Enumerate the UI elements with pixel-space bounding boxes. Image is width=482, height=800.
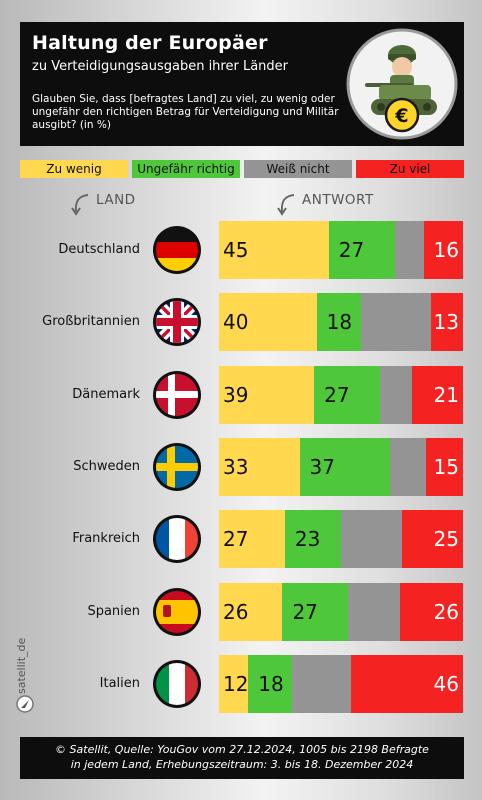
header-box: Haltung der Europäer zu Verteidigungsaus… (20, 22, 464, 146)
data-label: 26 (223, 599, 249, 624)
data-label: 45 (223, 238, 249, 262)
country-label-dnemark: Dänemark (72, 386, 140, 402)
bar-segment-wei-nicht (380, 365, 412, 424)
column-head-antwort-label: ANTWORT (302, 192, 374, 208)
bar-segment-zu-wenig: 45 (219, 221, 329, 279)
bar-segment-zu-viel: 46 (350, 654, 463, 713)
bar-segment-zu-viel: 26 (399, 582, 463, 641)
data-label: 40 (223, 310, 249, 335)
data-label: 27 (338, 238, 365, 262)
bar-segment-wei-nicht (340, 510, 402, 569)
soldier-tank-icon: € (346, 28, 458, 140)
data-label: 39 (223, 382, 249, 407)
legend-item-zu-viel: Zu viel (356, 160, 464, 178)
data-label: 12 (223, 671, 249, 696)
de-flag-icon (153, 226, 201, 274)
gb-flag-icon (153, 298, 201, 347)
bar-segment-ungef-hr-richtig: 27 (282, 582, 349, 641)
data-label: 13 (433, 310, 459, 335)
bar-segment-wei-nicht (394, 221, 424, 279)
bar-segment-zu-wenig: 27 (219, 510, 285, 569)
bar-segment-zu-viel: 21 (411, 365, 463, 424)
it-flag-icon (153, 659, 201, 708)
es-flag-icon (153, 587, 201, 636)
bar-segment-zu-wenig: 39 (219, 365, 315, 424)
legend-item-weiss-nicht: Weiß nicht (244, 160, 352, 178)
bar-segment-wei-nicht (292, 654, 351, 713)
legend: Zu wenig Ungefähr richtig Weiß nicht Zu … (20, 160, 464, 178)
data-label: 27 (324, 382, 350, 407)
bar-segment-zu-viel: 15 (426, 437, 463, 496)
curved-arrow-icon (277, 194, 295, 216)
data-label: 46 (433, 671, 459, 696)
source-footer: © Satellit, Quelle: YouGov vom 27.12.202… (20, 737, 464, 779)
stacked-bar-italien: 12 18 46 (219, 654, 463, 713)
se-flag-icon (153, 442, 201, 491)
stacked-bar-dnemark: 39 27 21 (219, 365, 463, 424)
fr-flag-icon (153, 515, 201, 564)
data-label: 18 (258, 671, 284, 696)
country-label-italien: Italien (99, 675, 140, 691)
source-line-2: in jedem Land, Erhebungszeitraum: 3. bis… (70, 758, 414, 771)
legend-item-ungefaehr-richtig: Ungefähr richtig (132, 160, 240, 178)
data-label: 33 (223, 454, 249, 479)
data-label: 26 (433, 599, 459, 624)
bar-segment-zu-viel: 25 (401, 510, 463, 569)
bar-segment-zu-wenig: 12 (219, 654, 249, 713)
bar-segment-wei-nicht (348, 582, 400, 641)
column-head-land-label: LAND (96, 192, 136, 208)
data-label: 16 (433, 238, 459, 262)
chart-title: Haltung der Europäer (32, 32, 268, 54)
bar-segment-zu-wenig: 26 (219, 582, 283, 641)
chart-subtitle: zu Verteidigungsausgaben ihrer Länder (32, 59, 288, 74)
country-label-grobritannien: Großbritannien (42, 314, 140, 330)
bar-segment-wei-nicht (360, 293, 432, 352)
dk-flag-icon (153, 370, 201, 419)
bar-segment-ungef-hr-richtig: 37 (299, 437, 390, 496)
source-line-1: © Satellit, Quelle: YouGov vom 27.12.202… (55, 743, 429, 756)
data-label: 21 (433, 382, 459, 407)
data-label: 15 (433, 454, 459, 479)
survey-question: Glauben Sie, dass [befragtes Land] zu vi… (32, 93, 339, 131)
satellit-brand: satellit_de (15, 637, 34, 713)
bar-segment-ungef-hr-richtig: 27 (314, 365, 381, 424)
bar-segment-zu-wenig: 40 (219, 293, 317, 352)
bar-segment-ungef-hr-richtig: 23 (284, 510, 341, 569)
data-label: 18 (326, 310, 353, 335)
country-label-spanien: Spanien (87, 603, 140, 619)
stacked-bar-grobritannien: 40 18 13 (219, 293, 463, 352)
euro-coin-symbol: € (394, 105, 408, 127)
stacked-bar-schweden: 33 37 15 (219, 437, 463, 496)
brand-label: satellit_de (15, 637, 28, 694)
bar-segment-zu-viel: 13 (431, 293, 463, 352)
bar-segment-ungef-hr-richtig: 18 (248, 654, 293, 713)
data-label: 27 (223, 527, 249, 552)
legend-item-zu-wenig: Zu wenig (20, 160, 128, 178)
data-label: 23 (294, 527, 321, 552)
curved-arrow-icon (71, 194, 89, 216)
bar-segment-zu-wenig: 33 (219, 437, 300, 496)
country-label-deutschland: Deutschland (58, 242, 140, 257)
stacked-bar-frankreich: 27 23 25 (219, 510, 463, 569)
bar-segment-zu-viel: 16 (423, 221, 463, 279)
data-label: 37 (309, 454, 335, 479)
stacked-bar-spanien: 26 27 26 (219, 582, 463, 641)
data-label: 25 (433, 527, 459, 552)
data-label: 27 (292, 599, 318, 624)
bar-segment-wei-nicht (389, 437, 427, 496)
country-label-frankreich: Frankreich (72, 531, 140, 547)
country-label-schweden: Schweden (73, 458, 140, 474)
stacked-bar-deutschland: 45 27 16 (219, 221, 463, 279)
bar-segment-ungef-hr-richtig: 18 (316, 293, 361, 352)
bar-segment-ungef-hr-richtig: 27 (328, 221, 395, 279)
